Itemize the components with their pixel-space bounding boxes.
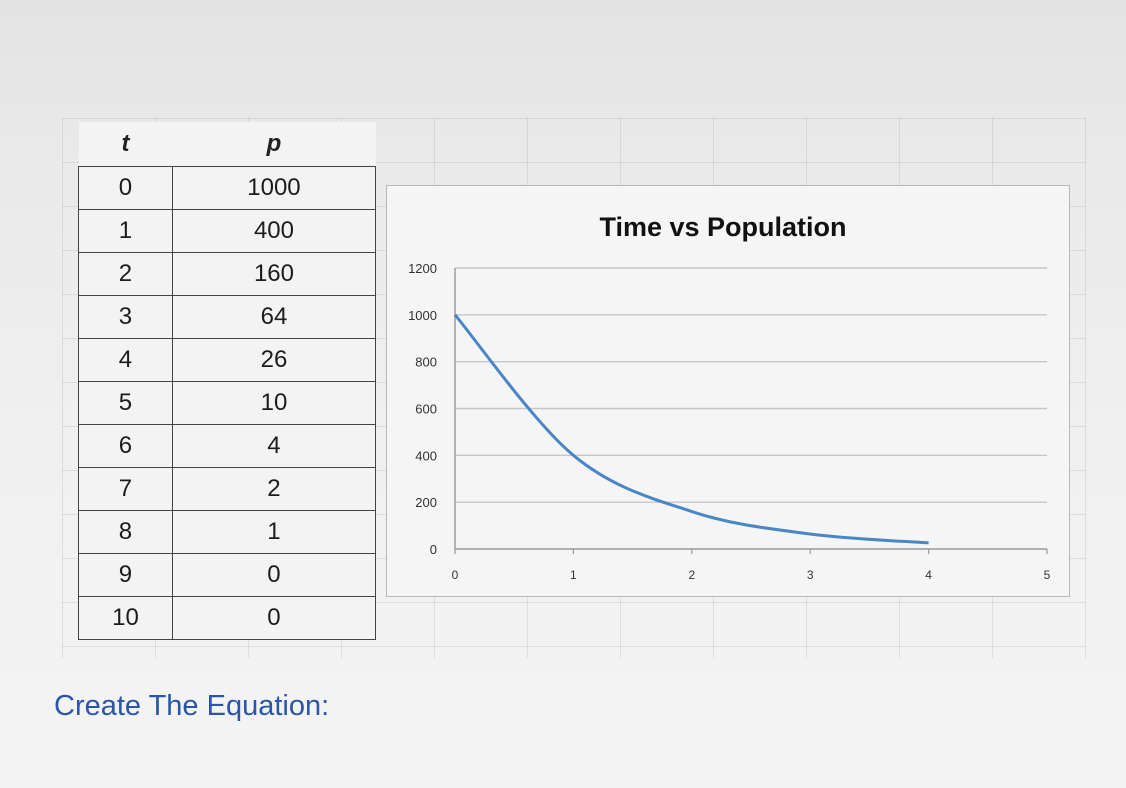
column-header-p: p	[172, 122, 376, 167]
cell-t: 3	[78, 295, 173, 339]
x-tick-label: 1	[570, 568, 577, 582]
cell-p: 0	[171, 553, 377, 597]
chart-container: Time vs Population 0 200 400 600 800 1000 1200…	[386, 185, 1070, 597]
cell-p: 2	[171, 467, 377, 511]
cell-t: 2	[78, 252, 173, 296]
cell-t: 6	[78, 424, 173, 468]
cell-p: 400	[171, 209, 377, 253]
x-tick-label: 5	[1044, 568, 1051, 582]
cell-p: 1	[171, 510, 377, 554]
cell-t: 1	[78, 209, 173, 253]
cell-t: 10	[78, 596, 173, 640]
x-tick-label: 4	[925, 568, 932, 582]
cell-t: 0	[78, 166, 173, 210]
cell-t: 4	[78, 338, 173, 382]
table-row: 2 160	[78, 252, 377, 296]
y-tick-label: 400	[415, 448, 437, 463]
x-tick-label: 2	[688, 568, 695, 582]
cell-t: 7	[78, 467, 173, 511]
column-header-t: t	[78, 122, 173, 167]
y-tick-label: 200	[415, 495, 437, 510]
prompt-text: Create The Equation:	[54, 690, 330, 722]
table-row: 10 0	[78, 596, 377, 640]
x-tick-label: 0	[452, 568, 459, 582]
table-row: 0 1000	[78, 166, 377, 210]
table-row: 3 64	[78, 295, 377, 339]
y-tick-label: 1200	[408, 261, 437, 276]
line-chart: Time vs Population 0 200 400 600 800 1000 1200…	[408, 212, 1051, 582]
y-tick-label: 600	[415, 402, 437, 417]
cell-p: 10	[171, 381, 377, 425]
series-line	[453, 313, 929, 545]
y-tick-label: 800	[415, 355, 437, 370]
cell-p: 0	[171, 596, 377, 640]
y-tick-label: 1000	[408, 308, 437, 323]
data-table: t p 0 1000 1 400 2 160 3 64 4 26 5 10 6 4 7 2 8 1 9 0 10 0	[78, 122, 377, 640]
chart-title: Time vs Population	[599, 212, 846, 242]
cell-p: 64	[171, 295, 377, 339]
cell-p: 1000	[171, 166, 377, 210]
table-row: 5 10	[78, 381, 377, 425]
table-row: 1 400	[78, 209, 377, 253]
cell-p: 4	[171, 424, 377, 468]
y-tick-label: 0	[430, 542, 437, 557]
cell-p: 26	[171, 338, 377, 382]
cell-t: 8	[78, 510, 173, 554]
x-tick-label: 3	[807, 568, 814, 582]
cell-t: 9	[78, 553, 173, 597]
cell-t: 5	[78, 381, 173, 425]
table-row: 4 26	[78, 338, 377, 382]
cell-p: 160	[171, 252, 377, 296]
